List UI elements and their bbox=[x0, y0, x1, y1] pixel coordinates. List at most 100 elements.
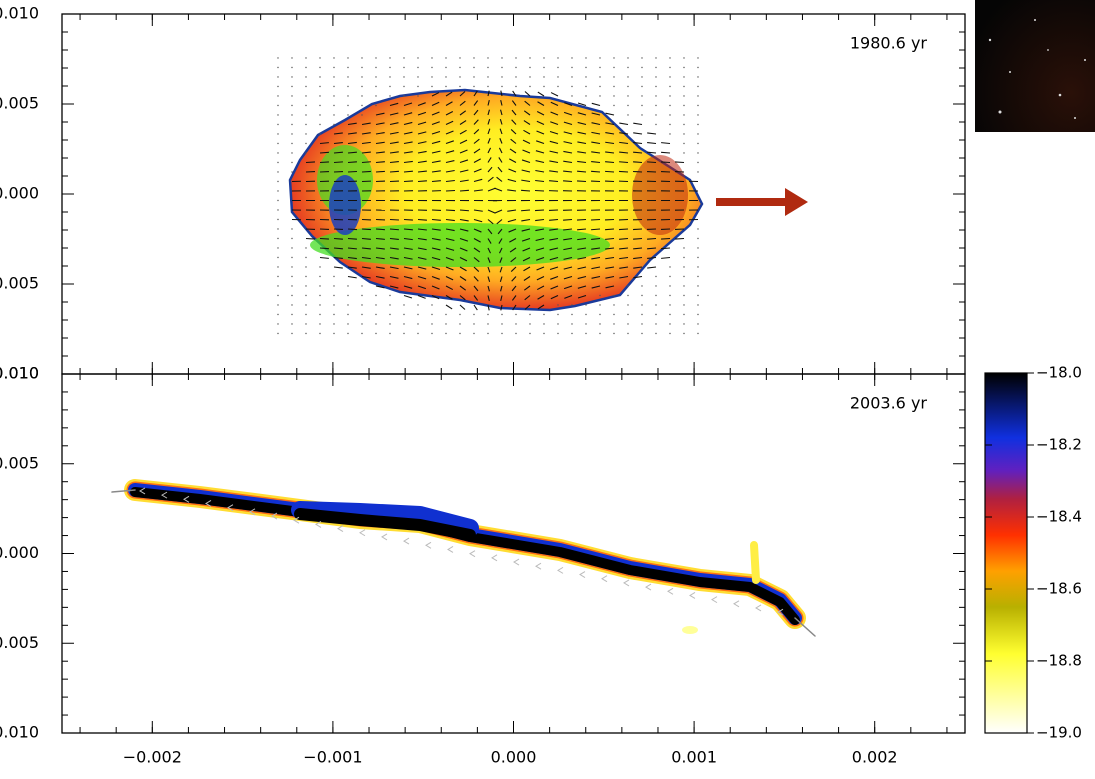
vector bbox=[389, 285, 399, 289]
y-tick-label: 0.010 bbox=[0, 4, 39, 23]
grid-dot bbox=[683, 304, 685, 306]
vector bbox=[633, 151, 643, 154]
vector bbox=[500, 285, 503, 292]
vector bbox=[605, 170, 615, 173]
vector bbox=[499, 128, 503, 135]
grid-dot bbox=[697, 104, 699, 107]
vector bbox=[605, 228, 615, 231]
vector bbox=[645, 583, 652, 591]
vector bbox=[605, 247, 615, 250]
vector bbox=[591, 112, 601, 116]
vector bbox=[473, 138, 480, 144]
vector bbox=[507, 218, 517, 223]
vector bbox=[591, 266, 601, 270]
grid-dot bbox=[347, 285, 349, 287]
vector bbox=[389, 256, 399, 260]
vector bbox=[487, 100, 490, 106]
grid-dot bbox=[291, 247, 293, 249]
grid-dot bbox=[529, 66, 531, 69]
vector bbox=[487, 238, 492, 244]
grid-dot bbox=[683, 123, 685, 126]
vector bbox=[510, 138, 517, 144]
grid-dot bbox=[599, 76, 601, 78]
grid-dot bbox=[627, 76, 629, 78]
grid-dot bbox=[641, 85, 643, 88]
vector bbox=[459, 110, 467, 116]
vector bbox=[473, 276, 479, 282]
vector bbox=[550, 92, 559, 97]
grid-dot bbox=[571, 85, 573, 88]
vector bbox=[425, 541, 432, 549]
vector bbox=[431, 140, 441, 145]
vector bbox=[577, 121, 587, 126]
grid-dot bbox=[683, 104, 685, 107]
grid-dot bbox=[529, 57, 531, 59]
grid-dot bbox=[431, 332, 433, 335]
grid-dot bbox=[319, 114, 321, 116]
vector bbox=[647, 151, 657, 154]
vector bbox=[445, 150, 455, 154]
grid-dot bbox=[291, 237, 293, 240]
vector bbox=[333, 132, 343, 135]
grid-dot bbox=[431, 304, 433, 306]
grid-dot bbox=[655, 104, 657, 107]
grid-dot bbox=[459, 76, 461, 78]
vector bbox=[487, 266, 491, 273]
grid-dot bbox=[669, 332, 671, 335]
vector bbox=[473, 228, 482, 233]
grid-dot bbox=[305, 104, 307, 107]
grid-dot bbox=[585, 313, 587, 316]
grid-dot bbox=[347, 76, 349, 78]
grid-dot bbox=[445, 66, 447, 69]
vector bbox=[733, 600, 740, 608]
vector bbox=[509, 238, 517, 243]
vector bbox=[549, 266, 559, 271]
grid-dot bbox=[669, 133, 671, 135]
grid-dot bbox=[375, 57, 377, 59]
grid-dot bbox=[613, 294, 615, 297]
vector bbox=[445, 247, 455, 251]
grid-dot bbox=[277, 332, 279, 335]
vector bbox=[605, 112, 615, 116]
vector bbox=[512, 90, 517, 97]
grid-dot bbox=[613, 313, 615, 316]
grid-dot bbox=[305, 57, 307, 59]
grid-dot bbox=[277, 142, 279, 145]
grid-dot bbox=[347, 294, 349, 297]
grid-dot bbox=[613, 76, 615, 78]
vector bbox=[227, 504, 234, 512]
grid-dot bbox=[291, 161, 293, 164]
vector bbox=[319, 142, 329, 145]
vector bbox=[375, 275, 385, 279]
vector bbox=[389, 122, 399, 126]
vector bbox=[509, 158, 517, 163]
grid-dot bbox=[333, 294, 335, 297]
vector bbox=[511, 295, 517, 301]
grid-dot bbox=[333, 332, 335, 335]
grid-dot bbox=[557, 66, 559, 69]
vector bbox=[389, 131, 399, 135]
vector bbox=[473, 168, 482, 173]
axes: 1980.6 yr 0.010 0.005 0.000 −0.005 −0.010 2003… bbox=[0, 4, 1082, 767]
vector bbox=[403, 121, 413, 126]
vector bbox=[633, 170, 643, 173]
grid-dot bbox=[319, 275, 321, 278]
grid-dot bbox=[585, 66, 587, 69]
grid-dot bbox=[445, 85, 447, 88]
vector bbox=[536, 256, 545, 261]
vector bbox=[459, 120, 467, 125]
grid-dot bbox=[683, 256, 685, 259]
vector bbox=[619, 247, 629, 250]
vector bbox=[563, 237, 573, 241]
vector bbox=[633, 122, 643, 126]
grid-dot bbox=[501, 66, 503, 69]
vector bbox=[459, 295, 466, 301]
vector bbox=[521, 179, 531, 183]
vector bbox=[473, 295, 479, 301]
vector bbox=[315, 520, 322, 528]
vector bbox=[381, 533, 388, 541]
vector bbox=[563, 111, 573, 116]
vector bbox=[577, 294, 587, 299]
vector bbox=[487, 109, 490, 116]
grid-dot bbox=[557, 304, 559, 306]
